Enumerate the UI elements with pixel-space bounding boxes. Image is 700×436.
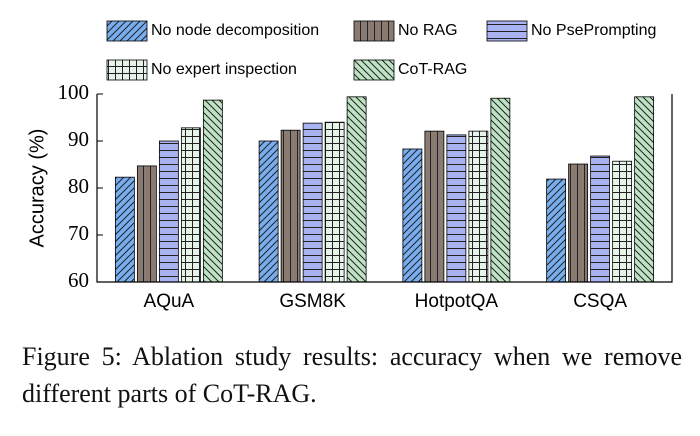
legend-label: No RAG [398, 22, 458, 39]
x-tick-label: GSM8K [279, 291, 346, 312]
x-tick-label: AQuA [144, 291, 195, 312]
bar [612, 160, 633, 283]
bar [258, 140, 279, 283]
bar [568, 163, 589, 283]
bar [324, 121, 345, 283]
bar [468, 130, 489, 283]
legend-label: CoT-RAG [398, 61, 467, 78]
legend-swatch [353, 59, 395, 81]
y-axis-label: Accuracy (%) [26, 129, 48, 248]
bar [346, 96, 367, 283]
bar [490, 97, 511, 283]
y-tick-label: 70 [68, 221, 89, 245]
legend-swatch [106, 59, 148, 81]
y-tick-label: 80 [68, 174, 89, 198]
y-tick-label: 100 [58, 80, 90, 104]
bar [136, 165, 157, 283]
caption: Figure 5: Ablation study results: accura… [22, 342, 682, 408]
legend-label: No node decomposition [151, 22, 319, 39]
bar [114, 176, 135, 283]
bar [546, 178, 567, 283]
bar [634, 96, 655, 283]
x-tick-label: HotpotQA [415, 291, 499, 312]
legend-swatch [106, 20, 148, 42]
bar [280, 129, 301, 283]
bar [180, 127, 201, 283]
bar [446, 134, 467, 283]
legend-label: No PsePrompting [531, 22, 656, 39]
chart: Accuracy (%) 60 70 80 90 100 AQuA GSM8K HotpotQ… [26, 20, 673, 312]
axis-frame [96, 94, 673, 283]
bar [402, 148, 423, 283]
x-tick-label: CSQA [573, 291, 627, 312]
bar [202, 99, 223, 283]
bar [302, 122, 323, 283]
legend-swatch [486, 20, 528, 42]
y-tick-label: 60 [68, 268, 89, 292]
legend-swatch [353, 20, 395, 42]
legend-label: No expert inspection [151, 61, 297, 78]
bar [158, 140, 179, 283]
bar [424, 130, 445, 283]
y-tick-label: 90 [68, 127, 89, 151]
bar [590, 155, 611, 283]
